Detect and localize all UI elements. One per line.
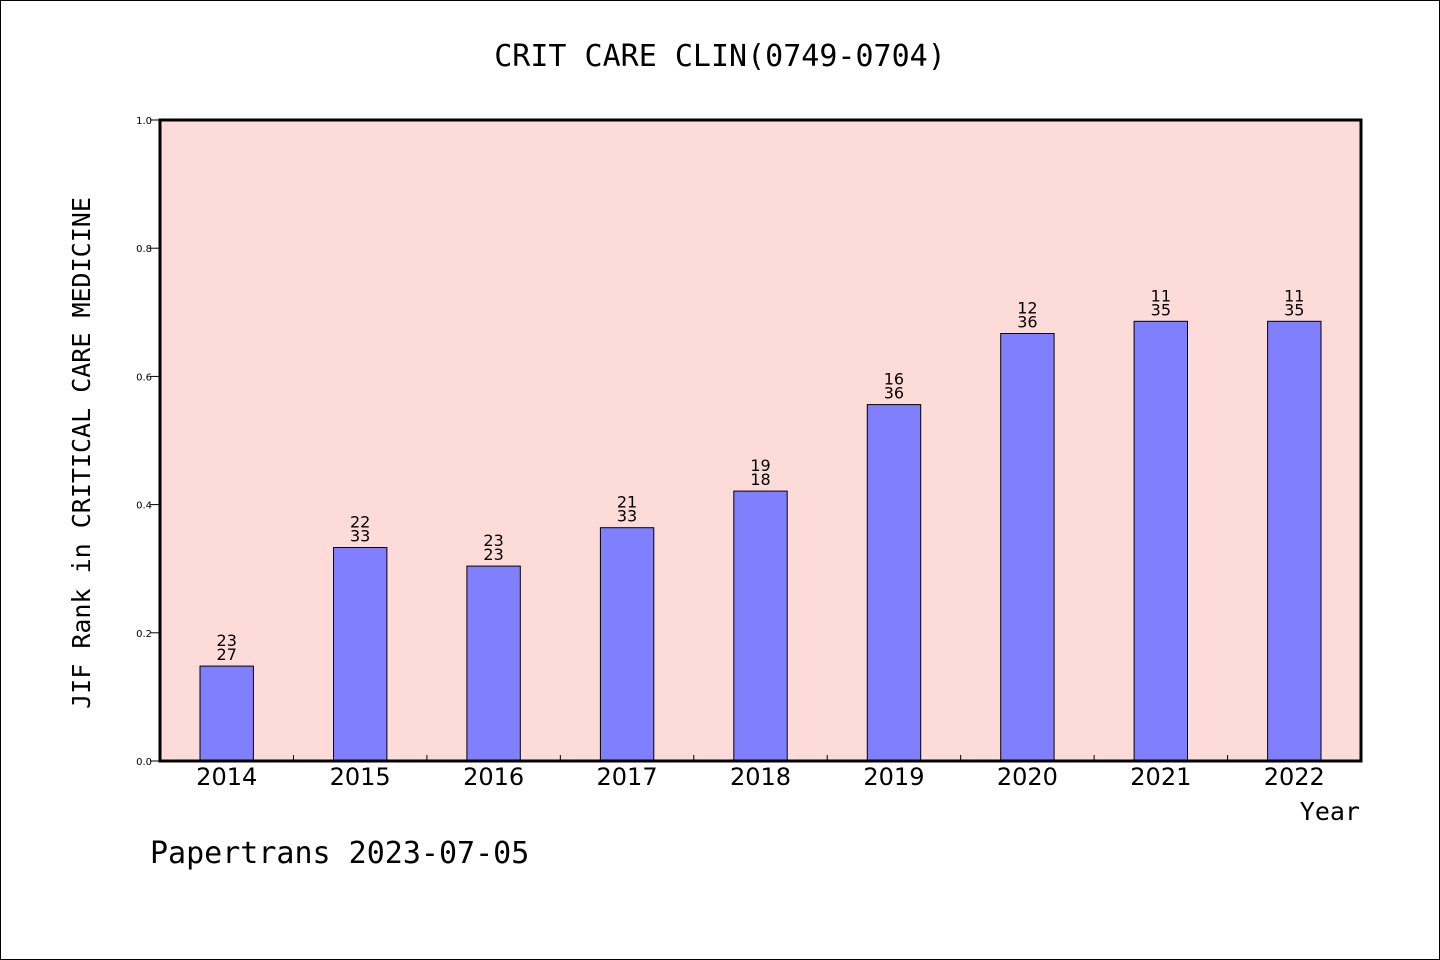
bar-2020 (1000, 333, 1055, 762)
bar-rank-label: 11 (1284, 286, 1304, 305)
x-tick-label: 2022 (1264, 763, 1325, 791)
bar-total-label: 35 (1151, 300, 1171, 319)
bar-total-label: 33 (350, 527, 370, 546)
bar-2017 (599, 527, 655, 762)
x-tick-label: 2015 (330, 763, 391, 791)
bar-rank-label: 22 (350, 513, 370, 532)
bar-total-label: 18 (750, 470, 770, 489)
bar-total-label: 27 (217, 645, 237, 664)
bar-2015 (333, 547, 388, 762)
y-axis: 0.0 0.2 0.4 0.6 0.8 1.0 (136, 116, 160, 768)
bar-rank-label: 23 (483, 531, 503, 550)
x-tick-label: 2021 (1130, 763, 1191, 791)
x-tick-label: 2014 (196, 763, 257, 791)
x-tick-label: 2020 (997, 763, 1058, 791)
bar-2018 (733, 490, 788, 762)
bar-rank-label: 21 (617, 493, 637, 512)
bar-2022 (1267, 320, 1322, 762)
bar-2021 (1133, 320, 1188, 762)
y-tick-label: 0.2 (136, 629, 152, 640)
bar-total-label: 33 (617, 507, 637, 526)
bar-rank-label: 16 (884, 370, 904, 389)
plot-border (158, 118, 1363, 763)
bar-rank-label: 12 (1017, 299, 1037, 318)
bar-rank-label: 11 (1151, 286, 1171, 305)
x-tick-label: 2018 (730, 763, 791, 791)
chart-title: CRIT CARE CLIN(0749-0704) (494, 39, 946, 74)
y-tick-label: 1.0 (136, 116, 152, 127)
y-tick-label: 0.0 (136, 757, 152, 768)
bar-total-label: 36 (1017, 313, 1037, 332)
bar-2014 (199, 665, 254, 762)
y-axis-label: JIF Rank in CRITICAL CARE MEDICINE (67, 197, 96, 709)
bar-2019 (866, 404, 922, 762)
x-tick-label: 2016 (463, 763, 524, 791)
x-axis-label: Year (1300, 797, 1360, 826)
x-tick-label: 2017 (597, 763, 658, 791)
y-tick-label: 0.8 (136, 244, 152, 255)
bar-total-label: 23 (483, 545, 503, 564)
x-tick-label: 2019 (863, 763, 924, 791)
bar-group (199, 320, 1322, 762)
footer-source-date: Papertrans 2023-07-05 (150, 836, 529, 871)
y-tick-label: 0.6 (136, 372, 152, 383)
bar-rank-label: 23 (217, 631, 237, 650)
bar-total-label: 35 (1284, 300, 1304, 319)
bar-rank-label: 19 (750, 456, 770, 475)
bar-total-label: 36 (884, 384, 904, 403)
y-tick-label: 0.4 (136, 501, 152, 512)
bar-2016 (466, 565, 521, 762)
x-axis: 2014 2015 2016 2017 2018 2019 2020 2021 2022 (196, 755, 1325, 791)
